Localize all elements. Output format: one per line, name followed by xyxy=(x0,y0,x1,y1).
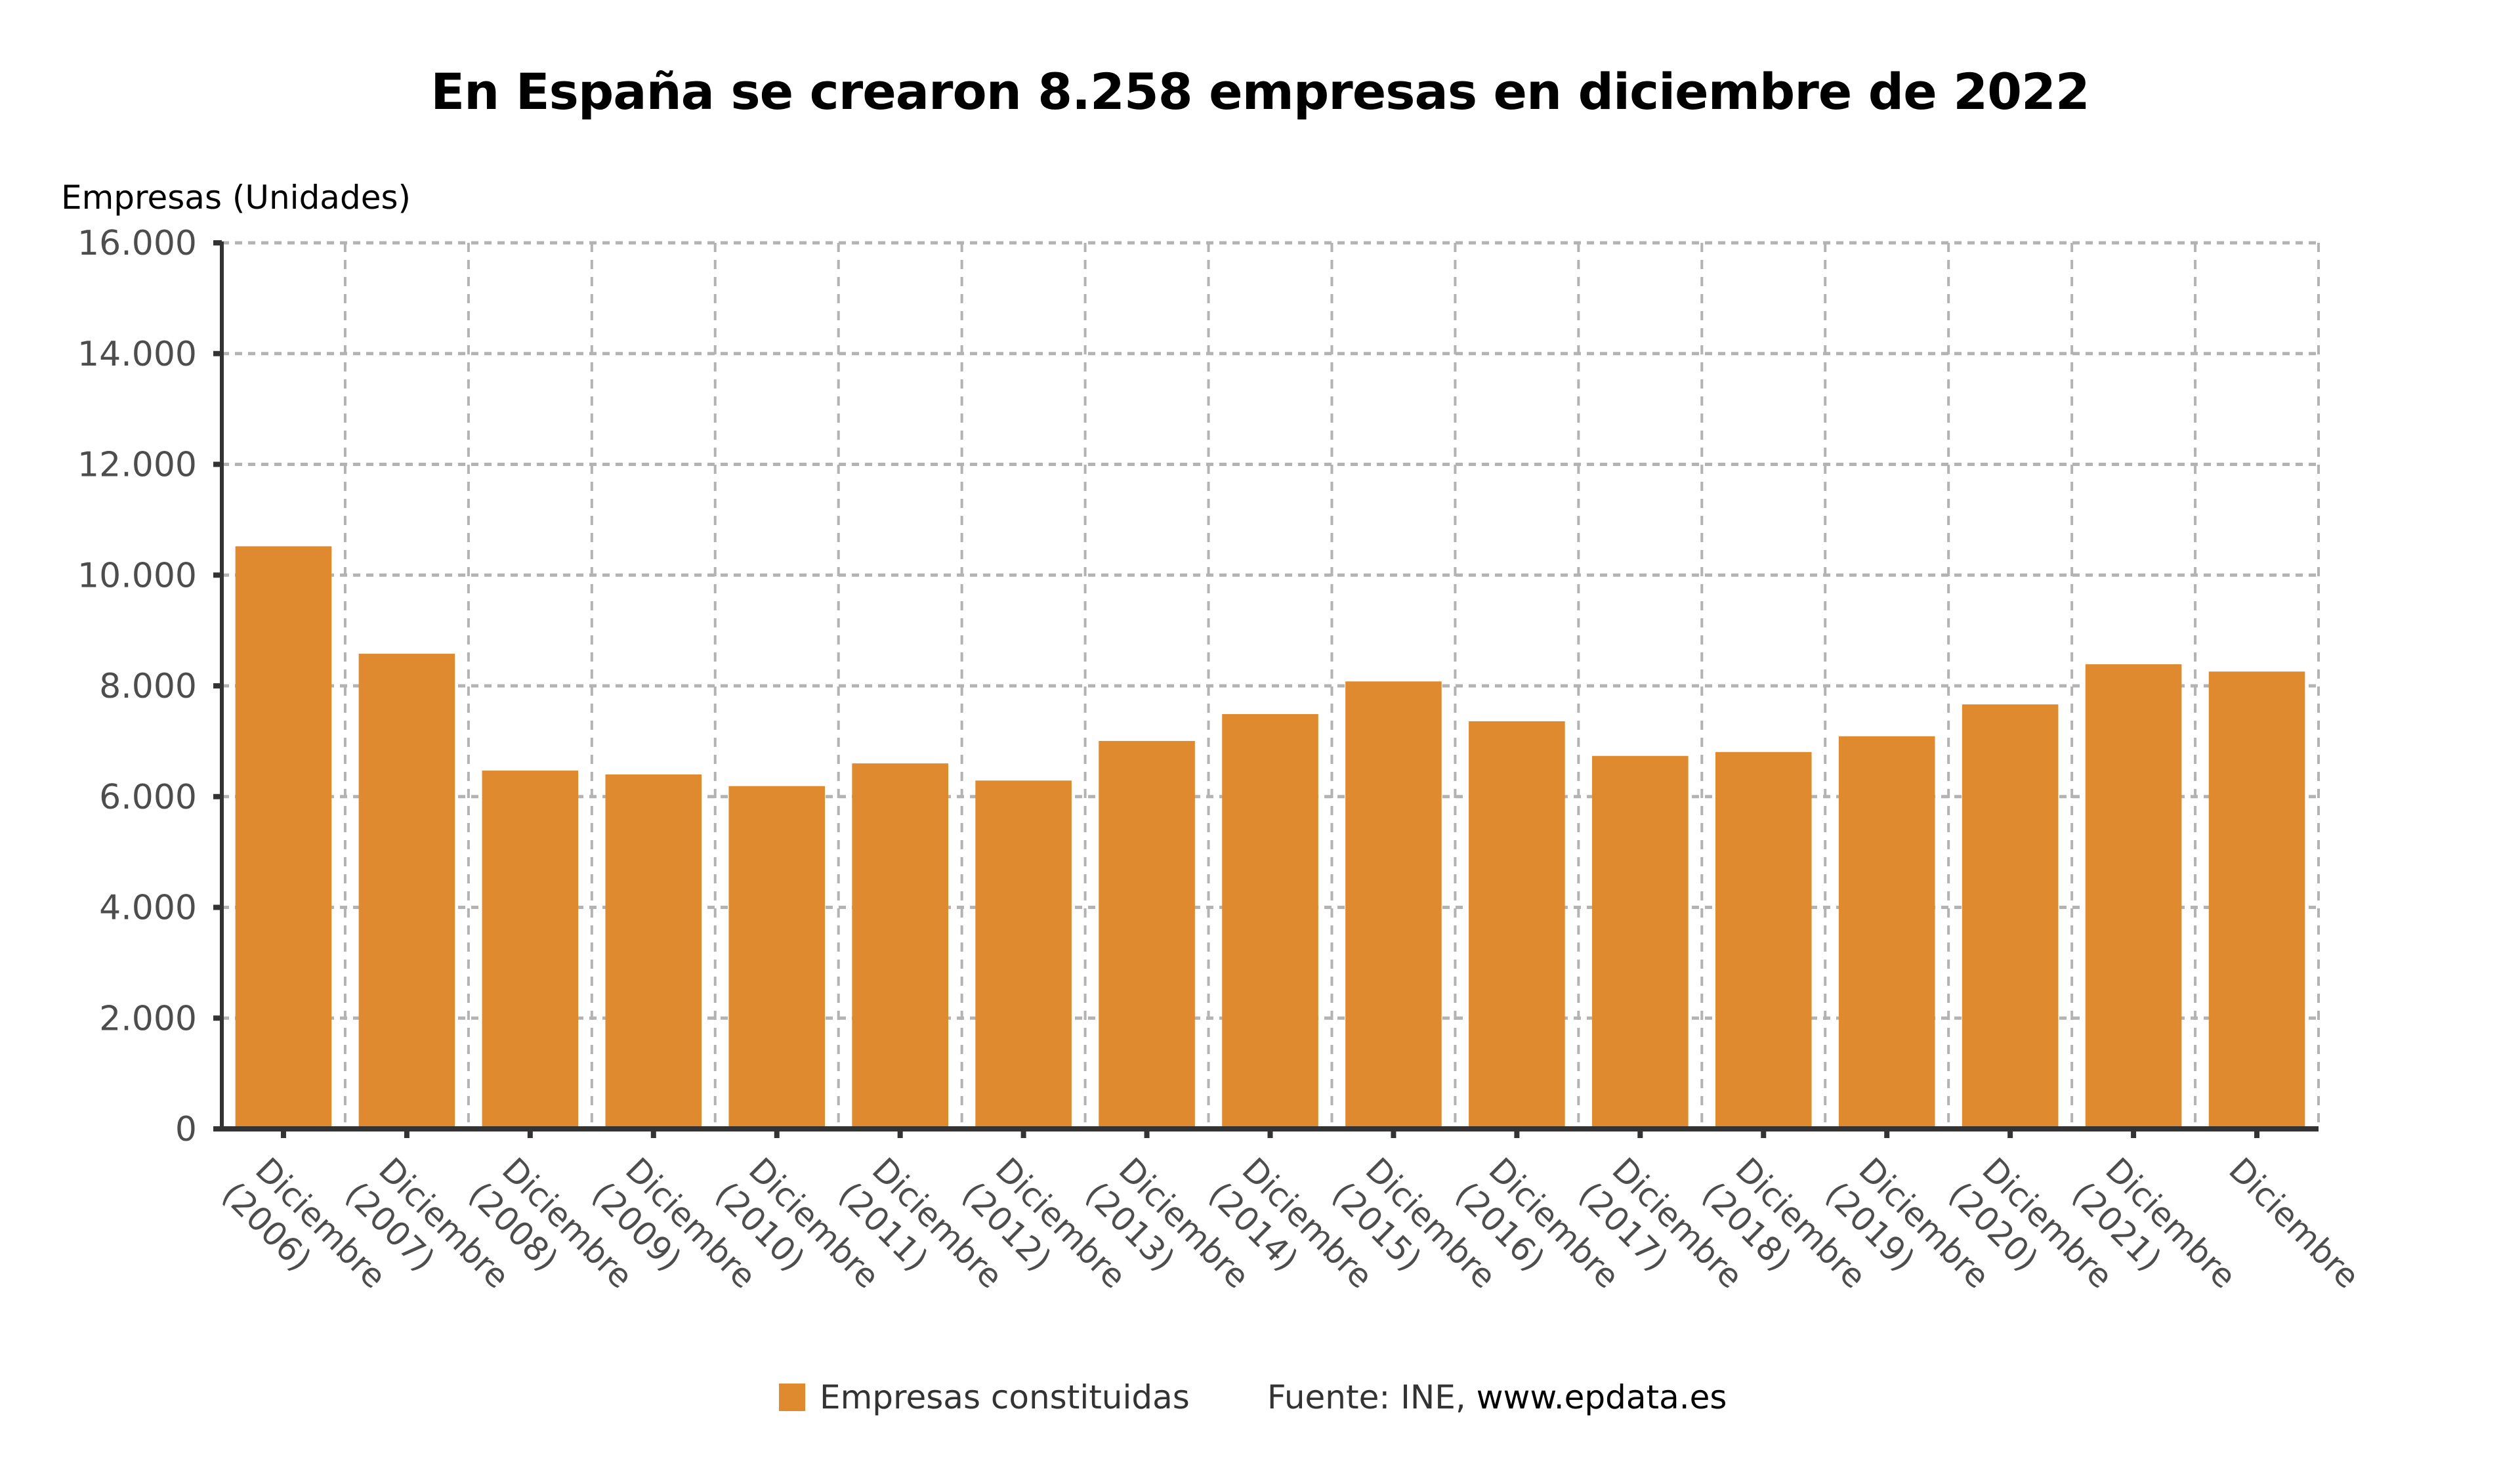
bar xyxy=(605,774,702,1129)
bars xyxy=(235,546,2305,1129)
y-tick-label: 2.000 xyxy=(99,999,197,1038)
x-tick-label: Diciembre(2009) xyxy=(585,1151,763,1296)
y-tick-label: 16.000 xyxy=(77,224,197,263)
bar xyxy=(2085,664,2182,1129)
bar xyxy=(975,780,1072,1129)
bar xyxy=(1345,681,1442,1129)
x-tick-label: Diciembre(2019) xyxy=(1818,1151,1996,1296)
source-prefix: Fuente: INE, xyxy=(1267,1378,1477,1416)
legend: Empresas constituidas Fuente: INE, www.e… xyxy=(779,1378,1727,1416)
x-tick-label: Diciembre(2014) xyxy=(1202,1151,1380,1296)
chart-title: En España se crearon 8.258 empresas en d… xyxy=(430,62,2090,121)
x-tick-label: Diciembre(2016) xyxy=(1448,1151,1627,1296)
x-tick-label: Diciembre(2015) xyxy=(1325,1151,1503,1296)
x-tick-label: Diciembre(2011) xyxy=(831,1151,1010,1296)
x-tick-label: Diciembre xyxy=(2221,1151,2366,1296)
bar xyxy=(1099,740,1195,1129)
x-tick-label: Diciembre(2008) xyxy=(461,1151,640,1296)
bar xyxy=(1715,751,1812,1129)
bar xyxy=(2208,671,2305,1129)
y-tick-label: 0 xyxy=(175,1110,197,1149)
y-tick-label: 6.000 xyxy=(99,778,197,817)
x-tick-label: Diciembre(2010) xyxy=(708,1151,887,1296)
x-label-month: Diciembre xyxy=(2221,1151,2366,1296)
bar xyxy=(358,654,455,1129)
x-tick-label: Diciembre(2012) xyxy=(955,1151,1133,1296)
x-tick-label: Diciembre(2013) xyxy=(1078,1151,1257,1296)
legend-label: Empresas constituidas xyxy=(820,1378,1190,1416)
x-tick-label: Diciembre(2017) xyxy=(1571,1151,1750,1296)
x-tick-label: Diciembre(2007) xyxy=(338,1151,516,1296)
source-note: Fuente: INE, www.epdata.es xyxy=(1267,1378,1727,1416)
bar xyxy=(1838,736,1935,1129)
y-tick-label: 10.000 xyxy=(77,556,197,595)
bar xyxy=(1222,714,1318,1129)
x-tick-labels: Diciembre(2006) Diciembre(2007) Diciembre(… xyxy=(215,1151,2366,1296)
bar xyxy=(235,546,332,1129)
source-site: www.epdata.es xyxy=(1476,1378,1727,1416)
x-tick-label: Diciembre(2018) xyxy=(1694,1151,1873,1296)
y-tick-label: 12.000 xyxy=(77,446,197,485)
bar xyxy=(1962,704,2059,1129)
x-tick-label: Diciembre(2006) xyxy=(215,1151,393,1296)
y-tick-labels: 0 2.000 4.000 6.000 8.000 10.000 12.000 14.000 1… xyxy=(77,224,197,1149)
x-tick-label: Diciembre(2021) xyxy=(2065,1151,2243,1296)
bar xyxy=(482,771,579,1129)
y-axis-title: Empresas (Unidades) xyxy=(61,179,411,217)
axes xyxy=(213,240,2319,1138)
y-tick-label: 8.000 xyxy=(99,667,197,706)
bar xyxy=(1469,721,1565,1129)
x-tick-label: Diciembre(2020) xyxy=(1941,1151,2120,1296)
y-tick-label: 14.000 xyxy=(77,335,197,374)
y-tick-label: 4.000 xyxy=(99,889,197,928)
bar xyxy=(1592,755,1689,1129)
legend-swatch xyxy=(779,1384,805,1411)
bar xyxy=(728,786,826,1129)
bar xyxy=(852,763,948,1129)
